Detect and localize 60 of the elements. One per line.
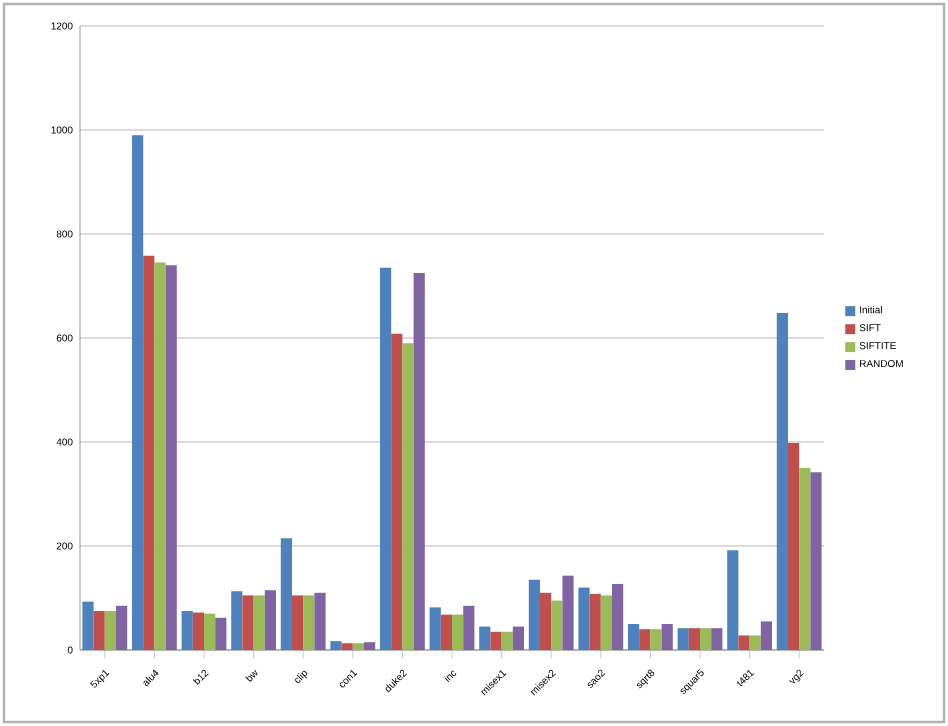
bar <box>562 575 574 650</box>
bar <box>788 443 800 650</box>
bar <box>639 629 651 650</box>
bar <box>578 587 590 650</box>
bar <box>551 600 563 650</box>
bar <box>143 255 155 650</box>
bar <box>352 643 364 650</box>
bar <box>589 593 601 650</box>
bar <box>429 607 441 650</box>
bar <box>292 595 304 650</box>
bar <box>264 590 276 650</box>
bar <box>600 595 613 650</box>
bar <box>413 272 425 650</box>
bar <box>242 595 254 650</box>
bar <box>391 333 403 650</box>
bar <box>402 343 414 650</box>
bar <box>661 624 673 650</box>
bar <box>116 605 128 650</box>
bar <box>760 621 773 650</box>
bar <box>231 591 243 650</box>
bar <box>93 611 105 650</box>
bar <box>380 267 392 650</box>
bar <box>727 550 739 650</box>
bar <box>738 635 750 650</box>
bar <box>479 626 491 650</box>
bar <box>440 614 452 650</box>
bar <box>688 628 701 650</box>
bar <box>749 635 761 650</box>
bar <box>501 631 513 650</box>
bar <box>612 583 624 650</box>
bar <box>650 629 662 650</box>
bar <box>463 605 475 650</box>
bar <box>628 624 640 650</box>
bar <box>776 313 789 650</box>
bar <box>215 617 227 650</box>
bar <box>165 265 177 650</box>
bar <box>82 601 94 650</box>
bar <box>512 626 524 650</box>
bar <box>490 631 502 650</box>
bar <box>303 595 315 650</box>
bar <box>204 613 216 650</box>
bar <box>192 612 204 650</box>
bar <box>528 579 540 650</box>
bar <box>677 628 689 650</box>
bar <box>452 614 464 650</box>
bar <box>154 262 166 650</box>
bar <box>280 538 292 650</box>
bar <box>711 628 723 650</box>
bar <box>364 642 376 650</box>
bar <box>810 472 822 650</box>
bar <box>253 595 265 650</box>
bar <box>799 468 811 650</box>
bar <box>700 628 712 650</box>
bar <box>540 592 552 650</box>
bar <box>104 611 116 650</box>
bar <box>132 135 144 650</box>
bar <box>181 611 193 650</box>
bar <box>314 592 326 650</box>
bar <box>341 643 353 650</box>
bar <box>330 641 342 650</box>
